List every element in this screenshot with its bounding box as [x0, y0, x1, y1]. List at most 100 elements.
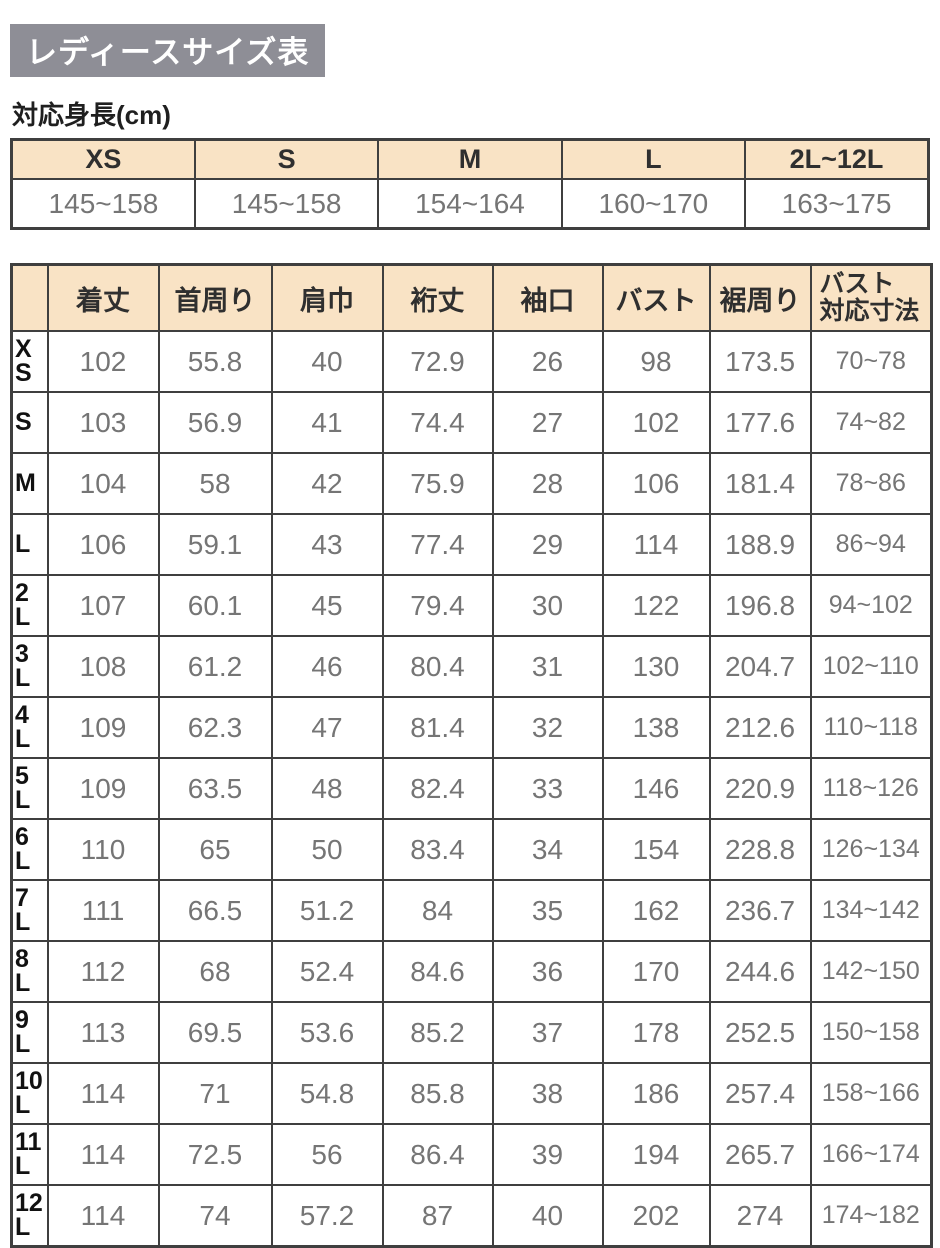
measurement-value: 154: [601, 818, 711, 881]
size-label: 9 L: [10, 1001, 49, 1064]
measurement-value: 252.5: [708, 1001, 812, 1064]
measurement-value: 122: [601, 574, 711, 637]
measurement-value: 65: [157, 818, 273, 881]
measurement-value: 178: [601, 1001, 711, 1064]
height-range-value: 160~170: [560, 178, 747, 230]
measurement-value: 62.3: [157, 696, 273, 759]
size-label: X S: [10, 330, 49, 393]
size-label: 10 L: [10, 1062, 49, 1125]
measurement-value: 194: [601, 1123, 711, 1186]
size-row-5l: 5 L 109 63.5 48 82.4 33 146 220.9 118~126: [10, 757, 933, 820]
measurement-value: 60.1: [157, 574, 273, 637]
measurement-value: 106: [601, 452, 711, 515]
measurement-value: 114: [46, 1062, 160, 1125]
measurement-value: 84: [381, 879, 494, 942]
measurement-value: 33: [491, 757, 604, 820]
measurement-value: 109: [46, 696, 160, 759]
measurement-value: 71: [157, 1062, 273, 1125]
measurement-value: 109: [46, 757, 160, 820]
height-col-header: XS: [10, 138, 196, 180]
measurement-value: 82.4: [381, 757, 494, 820]
measurement-value: 28: [491, 452, 604, 515]
size-row-6l: 6 L 110 65 50 83.4 34 154 228.8 126~134: [10, 818, 933, 881]
bust-range-value: 142~150: [809, 940, 933, 1003]
measurement-value: 86.4: [381, 1123, 494, 1186]
size-row-11l: 11 L 114 72.5 56 86.4 39 194 265.7 166~174: [10, 1123, 933, 1186]
measurement-value: 113: [46, 1001, 160, 1064]
bust-range-value: 166~174: [809, 1123, 933, 1186]
measurement-value: 48: [270, 757, 384, 820]
size-row-s: S 103 56.9 41 74.4 27 102 177.6 74~82: [10, 391, 933, 454]
measurement-value: 107: [46, 574, 160, 637]
bust-range-value: 118~126: [809, 757, 933, 820]
measurement-value: 61.2: [157, 635, 273, 698]
bust-range-value: 102~110: [809, 635, 933, 698]
measurement-value: 114: [46, 1184, 160, 1248]
height-range-value: 163~175: [744, 178, 930, 230]
height-range-value: 154~164: [377, 178, 563, 230]
measurement-value: 41: [270, 391, 384, 454]
size-row-7l: 7 L 111 66.5 51.2 84 35 162 236.7 134~142: [10, 879, 933, 942]
measurement-col-header: 肩巾: [270, 263, 384, 332]
measurement-value: 63.5: [157, 757, 273, 820]
bust-range-value: 158~166: [809, 1062, 933, 1125]
measurement-value: 265.7: [708, 1123, 812, 1186]
measurement-value: 80.4: [381, 635, 494, 698]
height-table-value-row: 145~158 145~158 154~164 160~170 163~175: [10, 178, 930, 230]
size-label: 3 L: [10, 635, 49, 698]
measurement-value: 108: [46, 635, 160, 698]
size-label: S: [10, 391, 49, 454]
height-section-label: 対応身長(cm): [12, 100, 171, 130]
size-label: 11 L: [10, 1123, 49, 1186]
measurement-value: 236.7: [708, 879, 812, 942]
corner-cell: [10, 263, 49, 332]
bust-range-value: 74~82: [809, 391, 933, 454]
size-row-l: L 106 59.1 43 77.4 29 114 188.9 86~94: [10, 513, 933, 576]
measurement-value: 102: [601, 391, 711, 454]
height-table: XS S M L 2L~12L 145~158 145~158 154~164 160~170…: [10, 138, 930, 230]
measurement-value: 42: [270, 452, 384, 515]
size-row-m: M 104 58 42 75.9 28 106 181.4 78~86: [10, 452, 933, 515]
measurement-col-header: 着丈: [46, 263, 160, 332]
size-label: M: [10, 452, 49, 515]
measurement-value: 106: [46, 513, 160, 576]
measurement-value: 83.4: [381, 818, 494, 881]
measurement-col-header: バスト: [601, 263, 711, 332]
measurement-value: 204.7: [708, 635, 812, 698]
measurement-value: 39: [491, 1123, 604, 1186]
measurement-col-header: 裄丈: [381, 263, 494, 332]
size-label: 7 L: [10, 879, 49, 942]
measurement-value: 58: [157, 452, 273, 515]
measurement-value: 146: [601, 757, 711, 820]
measurement-value: 104: [46, 452, 160, 515]
size-label: 5 L: [10, 757, 49, 820]
measurement-value: 114: [601, 513, 711, 576]
measurement-value: 177.6: [708, 391, 812, 454]
measurement-value: 75.9: [381, 452, 494, 515]
measurement-value: 87: [381, 1184, 494, 1248]
measurement-value: 51.2: [270, 879, 384, 942]
measurement-value: 111: [46, 879, 160, 942]
height-col-header: 2L~12L: [744, 138, 930, 180]
measurement-value: 68: [157, 940, 273, 1003]
measurement-value: 36: [491, 940, 604, 1003]
size-row-4l: 4 L 109 62.3 47 81.4 32 138 212.6 110~118: [10, 696, 933, 759]
height-range-value: 145~158: [193, 178, 380, 230]
measurement-value: 74.4: [381, 391, 494, 454]
measurement-value: 72.9: [381, 330, 494, 393]
measurement-value: 59.1: [157, 513, 273, 576]
measurement-value: 74: [157, 1184, 273, 1248]
measurement-value: 220.9: [708, 757, 812, 820]
measurement-value: 30: [491, 574, 604, 637]
measurement-value: 37: [491, 1001, 604, 1064]
measurement-value: 85.2: [381, 1001, 494, 1064]
size-table-body: X S 102 55.8 40 72.9 26 98 173.5 70~78 S 103 56.9 41…: [10, 330, 933, 1248]
measurement-col-header: 袖口: [491, 263, 604, 332]
measurement-value: 45: [270, 574, 384, 637]
measurement-col-header: 裾周り: [708, 263, 812, 332]
measurement-value: 69.5: [157, 1001, 273, 1064]
size-row-2l: 2 L 107 60.1 45 79.4 30 122 196.8 94~102: [10, 574, 933, 637]
measurement-value: 85.8: [381, 1062, 494, 1125]
measurement-value: 47: [270, 696, 384, 759]
size-label: L: [10, 513, 49, 576]
